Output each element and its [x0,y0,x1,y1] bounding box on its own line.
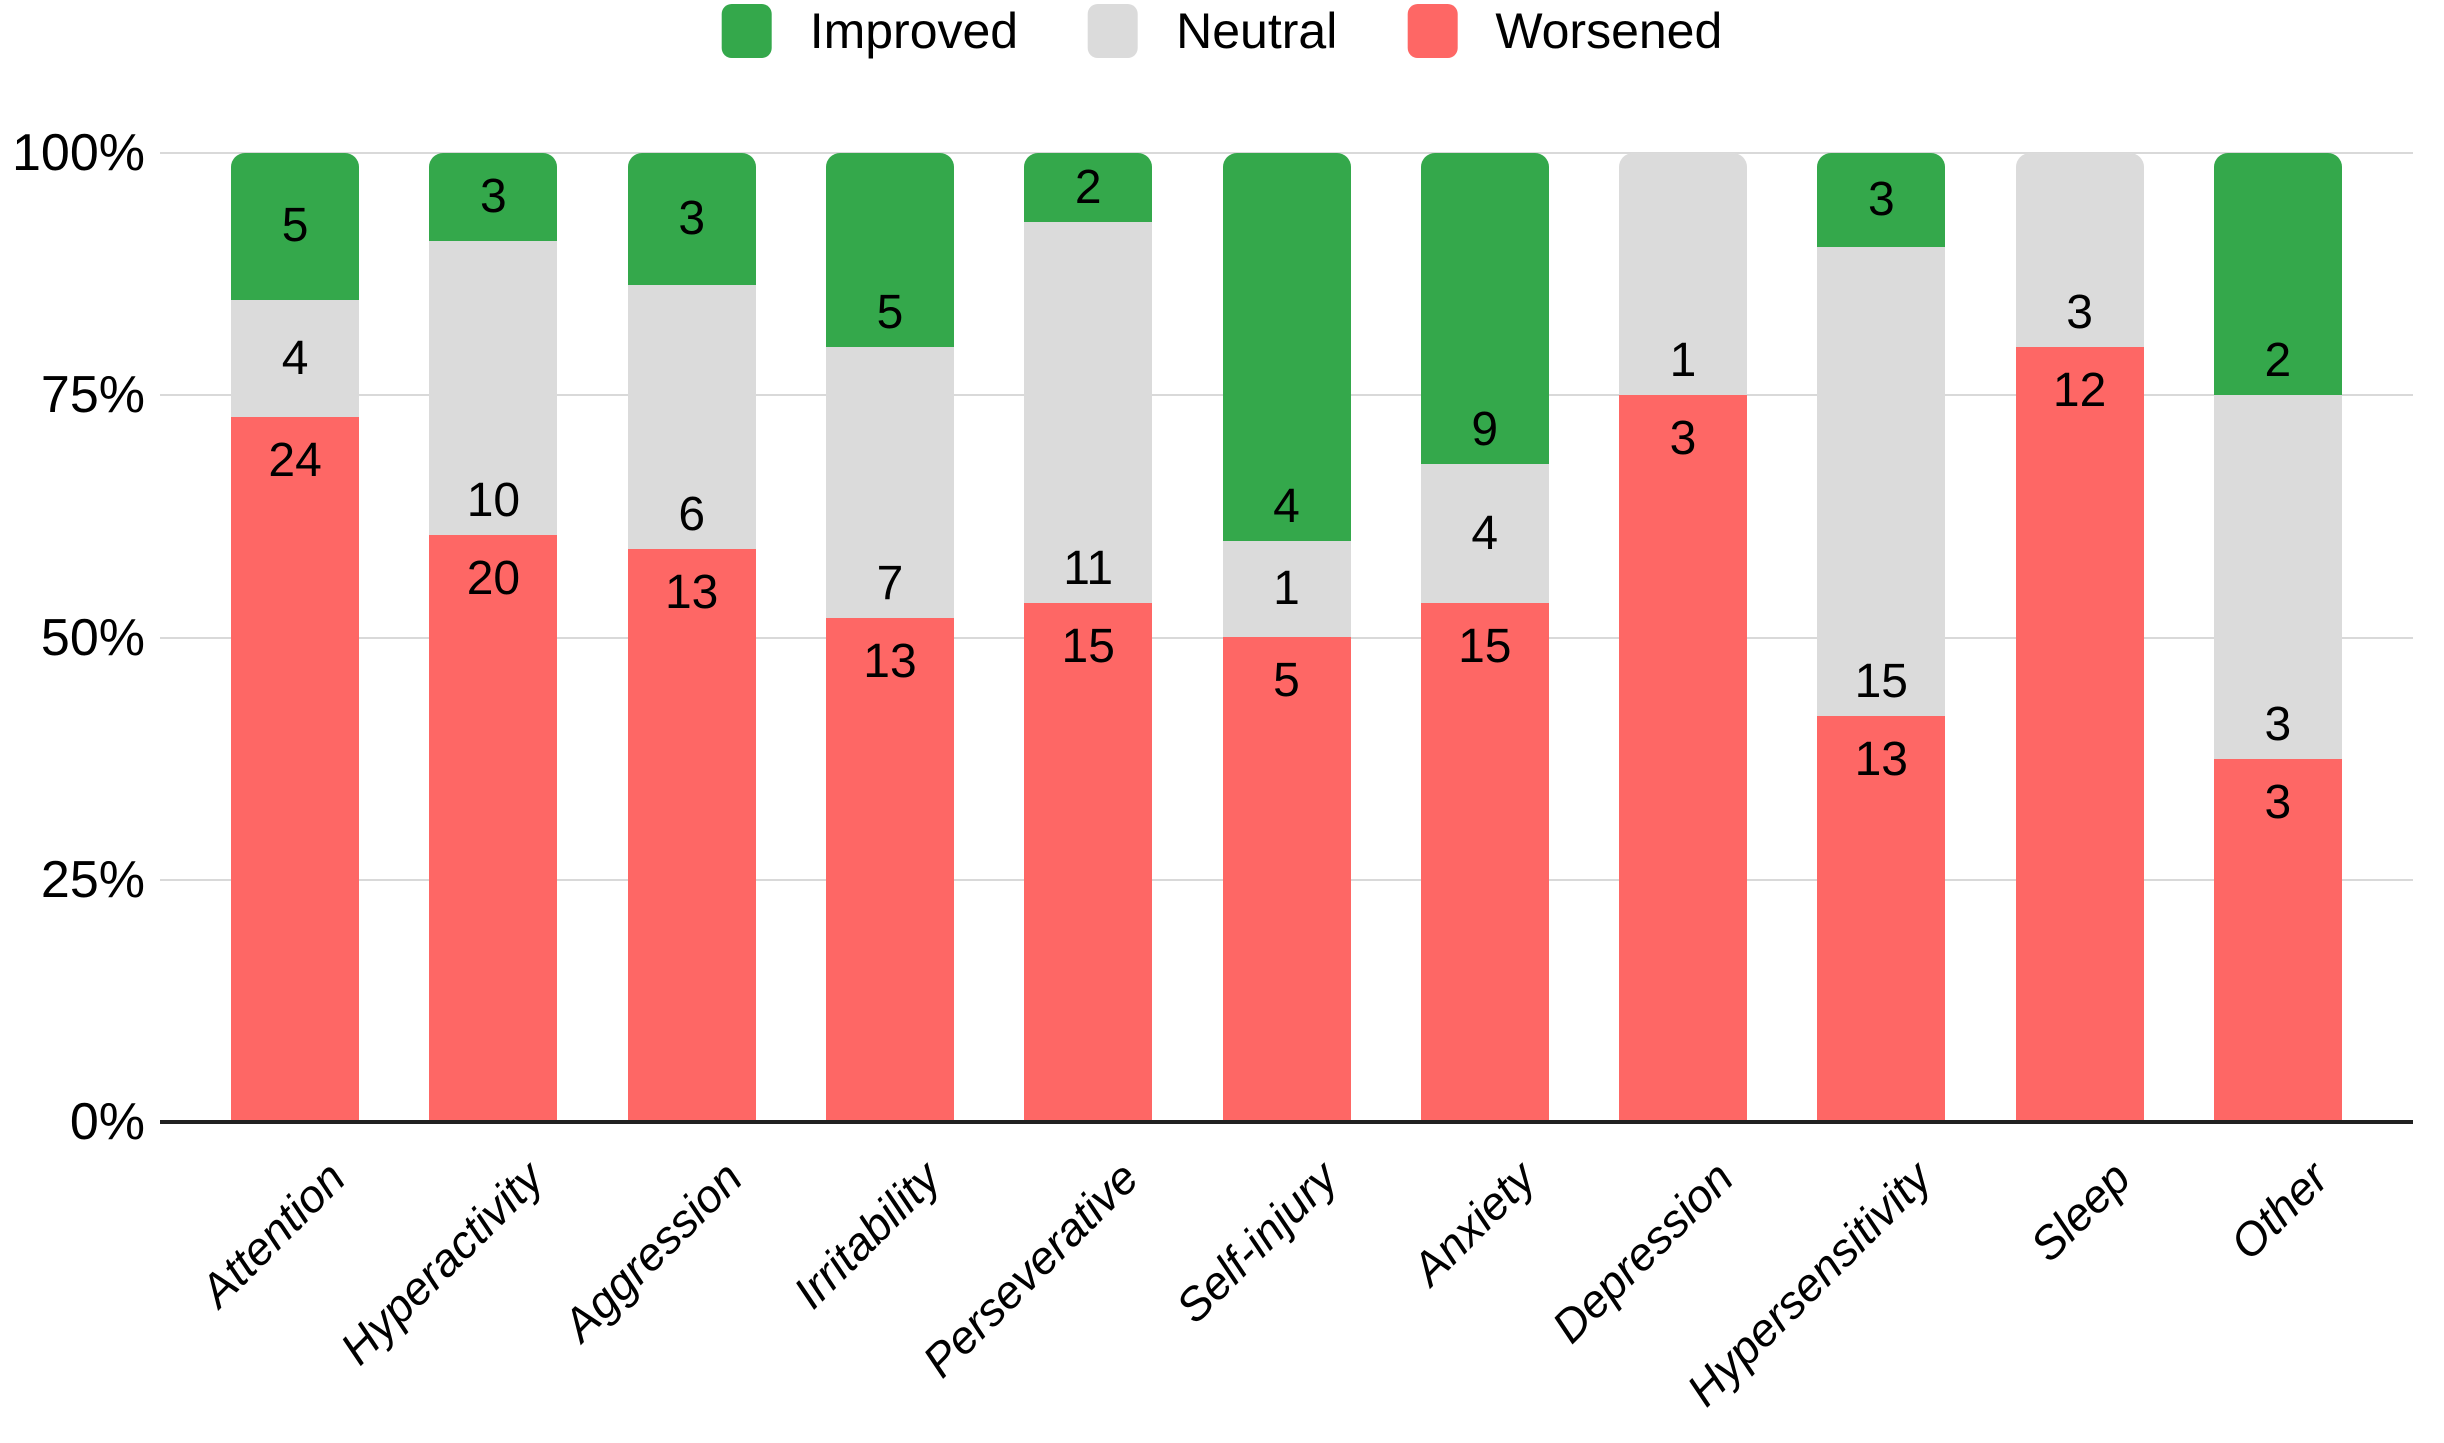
segment-value-label: 15 [1061,619,1115,673]
bar-irritability: 5 7 13 [825,153,954,1122]
bar-segment-improved[interactable]: 2 [1024,153,1153,223]
bar-segment-worsened[interactable]: 15 [1024,602,1153,1122]
bar-segment-improved[interactable]: 2 [2213,153,2342,396]
bar-segment-neutral[interactable]: 6 [627,285,756,550]
legend-label: Improved [809,3,1019,59]
segment-value-label: 6 [678,488,706,542]
y-axis-tick-label: 100% [12,124,145,182]
segment-value-label: 15 [1458,619,1512,673]
bar-segment-worsened[interactable]: 12 [2015,346,2144,1122]
bar-hypersensitivity: 3 15 13 [1817,153,1946,1122]
segment-value-label: 12 [2052,363,2107,417]
bar-self-injury: 4 1 5 [1222,153,1351,1122]
legend-item-neutral[interactable]: Neutral [1088,4,1337,58]
bar-segment-worsened[interactable]: 5 [1222,637,1351,1122]
segment-value-label: 5 [281,199,309,253]
bar-hyperactivity: 3 10 20 [429,153,558,1122]
segment-value-label: 1 [1669,334,1697,388]
bar-segment-improved[interactable]: 3 [1817,153,1946,247]
bar-aggression: 3 6 13 [627,153,756,1122]
legend-swatch-worsened [1407,4,1458,58]
bar-segment-worsened[interactable]: 3 [1619,395,1748,1122]
segment-value-label: 4 [281,331,309,385]
segment-value-label: 13 [863,635,917,689]
segment-value-label: 24 [268,434,322,488]
bar-anxiety: 9 4 15 [1420,153,1549,1122]
segment-value-label: 10 [466,473,521,527]
legend-item-improved[interactable]: Improved [721,3,1019,59]
bar-segment-neutral[interactable]: 3 [2213,395,2342,759]
segment-value-label: 13 [664,566,719,620]
segment-value-label: 15 [1854,654,1908,708]
y-axis-tick-label: 75% [40,366,145,425]
segment-value-label: 3 [480,170,507,224]
segment-value-label: 5 [1273,654,1300,708]
bar-segment-neutral[interactable]: 11 [1024,222,1153,603]
legend-swatch-neutral [1088,4,1139,58]
bar-segment-worsened[interactable]: 13 [1817,715,1946,1122]
bar-segment-neutral[interactable]: 15 [1817,246,1946,716]
bar-segment-neutral[interactable]: 4 [231,299,360,418]
segment-value-label: 3 [2066,285,2093,339]
segment-value-label: 4 [1273,479,1300,533]
bar-segment-worsened[interactable]: 13 [627,549,756,1122]
legend-swatch-improved [721,4,772,58]
bar-segment-worsened[interactable]: 24 [231,417,360,1122]
segment-value-label: 2 [1074,160,1102,214]
bar-segment-neutral[interactable]: 4 [1420,464,1549,603]
segment-value-label: 1 [1273,562,1300,616]
segment-value-label: 7 [876,557,904,611]
segment-value-label: 4 [1471,506,1499,560]
bar-segment-worsened[interactable]: 15 [1420,602,1549,1122]
bar-segment-improved[interactable]: 5 [825,153,954,347]
legend-label: Neutral [1176,3,1338,59]
bar-segment-neutral[interactable]: 1 [1222,540,1351,638]
segment-value-label: 2 [2264,334,2292,388]
bar-segment-neutral[interactable]: 1 [1619,153,1748,396]
segment-value-label: 3 [2264,697,2292,751]
bar-segment-neutral[interactable]: 7 [825,346,954,619]
bar-sleep: 3 12 [2015,153,2144,1122]
y-axis-tick-label: 0% [69,1093,145,1151]
legend-item-worsened[interactable]: Worsened [1407,4,1722,58]
segment-value-label: 3 [678,192,706,246]
segment-value-label: 3 [1669,412,1697,466]
bar-perseverative: 2 11 15 [1024,153,1153,1122]
segment-value-label: 3 [1867,172,1895,226]
segment-value-label: 3 [2264,775,2292,829]
bar-segment-improved[interactable]: 5 [231,153,360,300]
bar-segment-neutral[interactable]: 10 [429,241,558,535]
legend-label: Worsened [1495,3,1723,59]
chart-legend: Improved Neutral Worsened [721,3,1722,59]
bar-attention: 5 4 24 [231,153,360,1122]
plot-area: 5 4 24 3 10 20 3 6 13 5 7 13 2 11 15 4 1 5 9 4 15 1 3 3 15 13 3 12 2… [160,152,2413,1124]
bar-other: 2 3 3 [2213,153,2342,1122]
bar-segment-neutral[interactable]: 3 [2015,153,2144,347]
y-axis-tick-label: 25% [40,850,145,909]
y-axis-tick-label: 50% [40,608,145,667]
bar-segment-improved[interactable]: 4 [1222,153,1351,541]
bar-segment-worsened[interactable]: 3 [2213,758,2342,1122]
x-axis-baseline [160,1120,2413,1124]
segment-value-label: 5 [876,285,904,339]
bar-segment-worsened[interactable]: 20 [429,534,558,1122]
bar-segment-improved[interactable]: 3 [627,153,756,286]
segment-value-label: 20 [466,551,521,605]
segment-value-label: 9 [1471,403,1499,457]
segment-value-label: 13 [1854,732,1908,786]
bar-segment-improved[interactable]: 9 [1420,153,1549,465]
bar-segment-improved[interactable]: 3 [429,153,558,242]
segment-value-label: 11 [1063,541,1114,595]
bar-segment-worsened[interactable]: 13 [825,618,954,1122]
